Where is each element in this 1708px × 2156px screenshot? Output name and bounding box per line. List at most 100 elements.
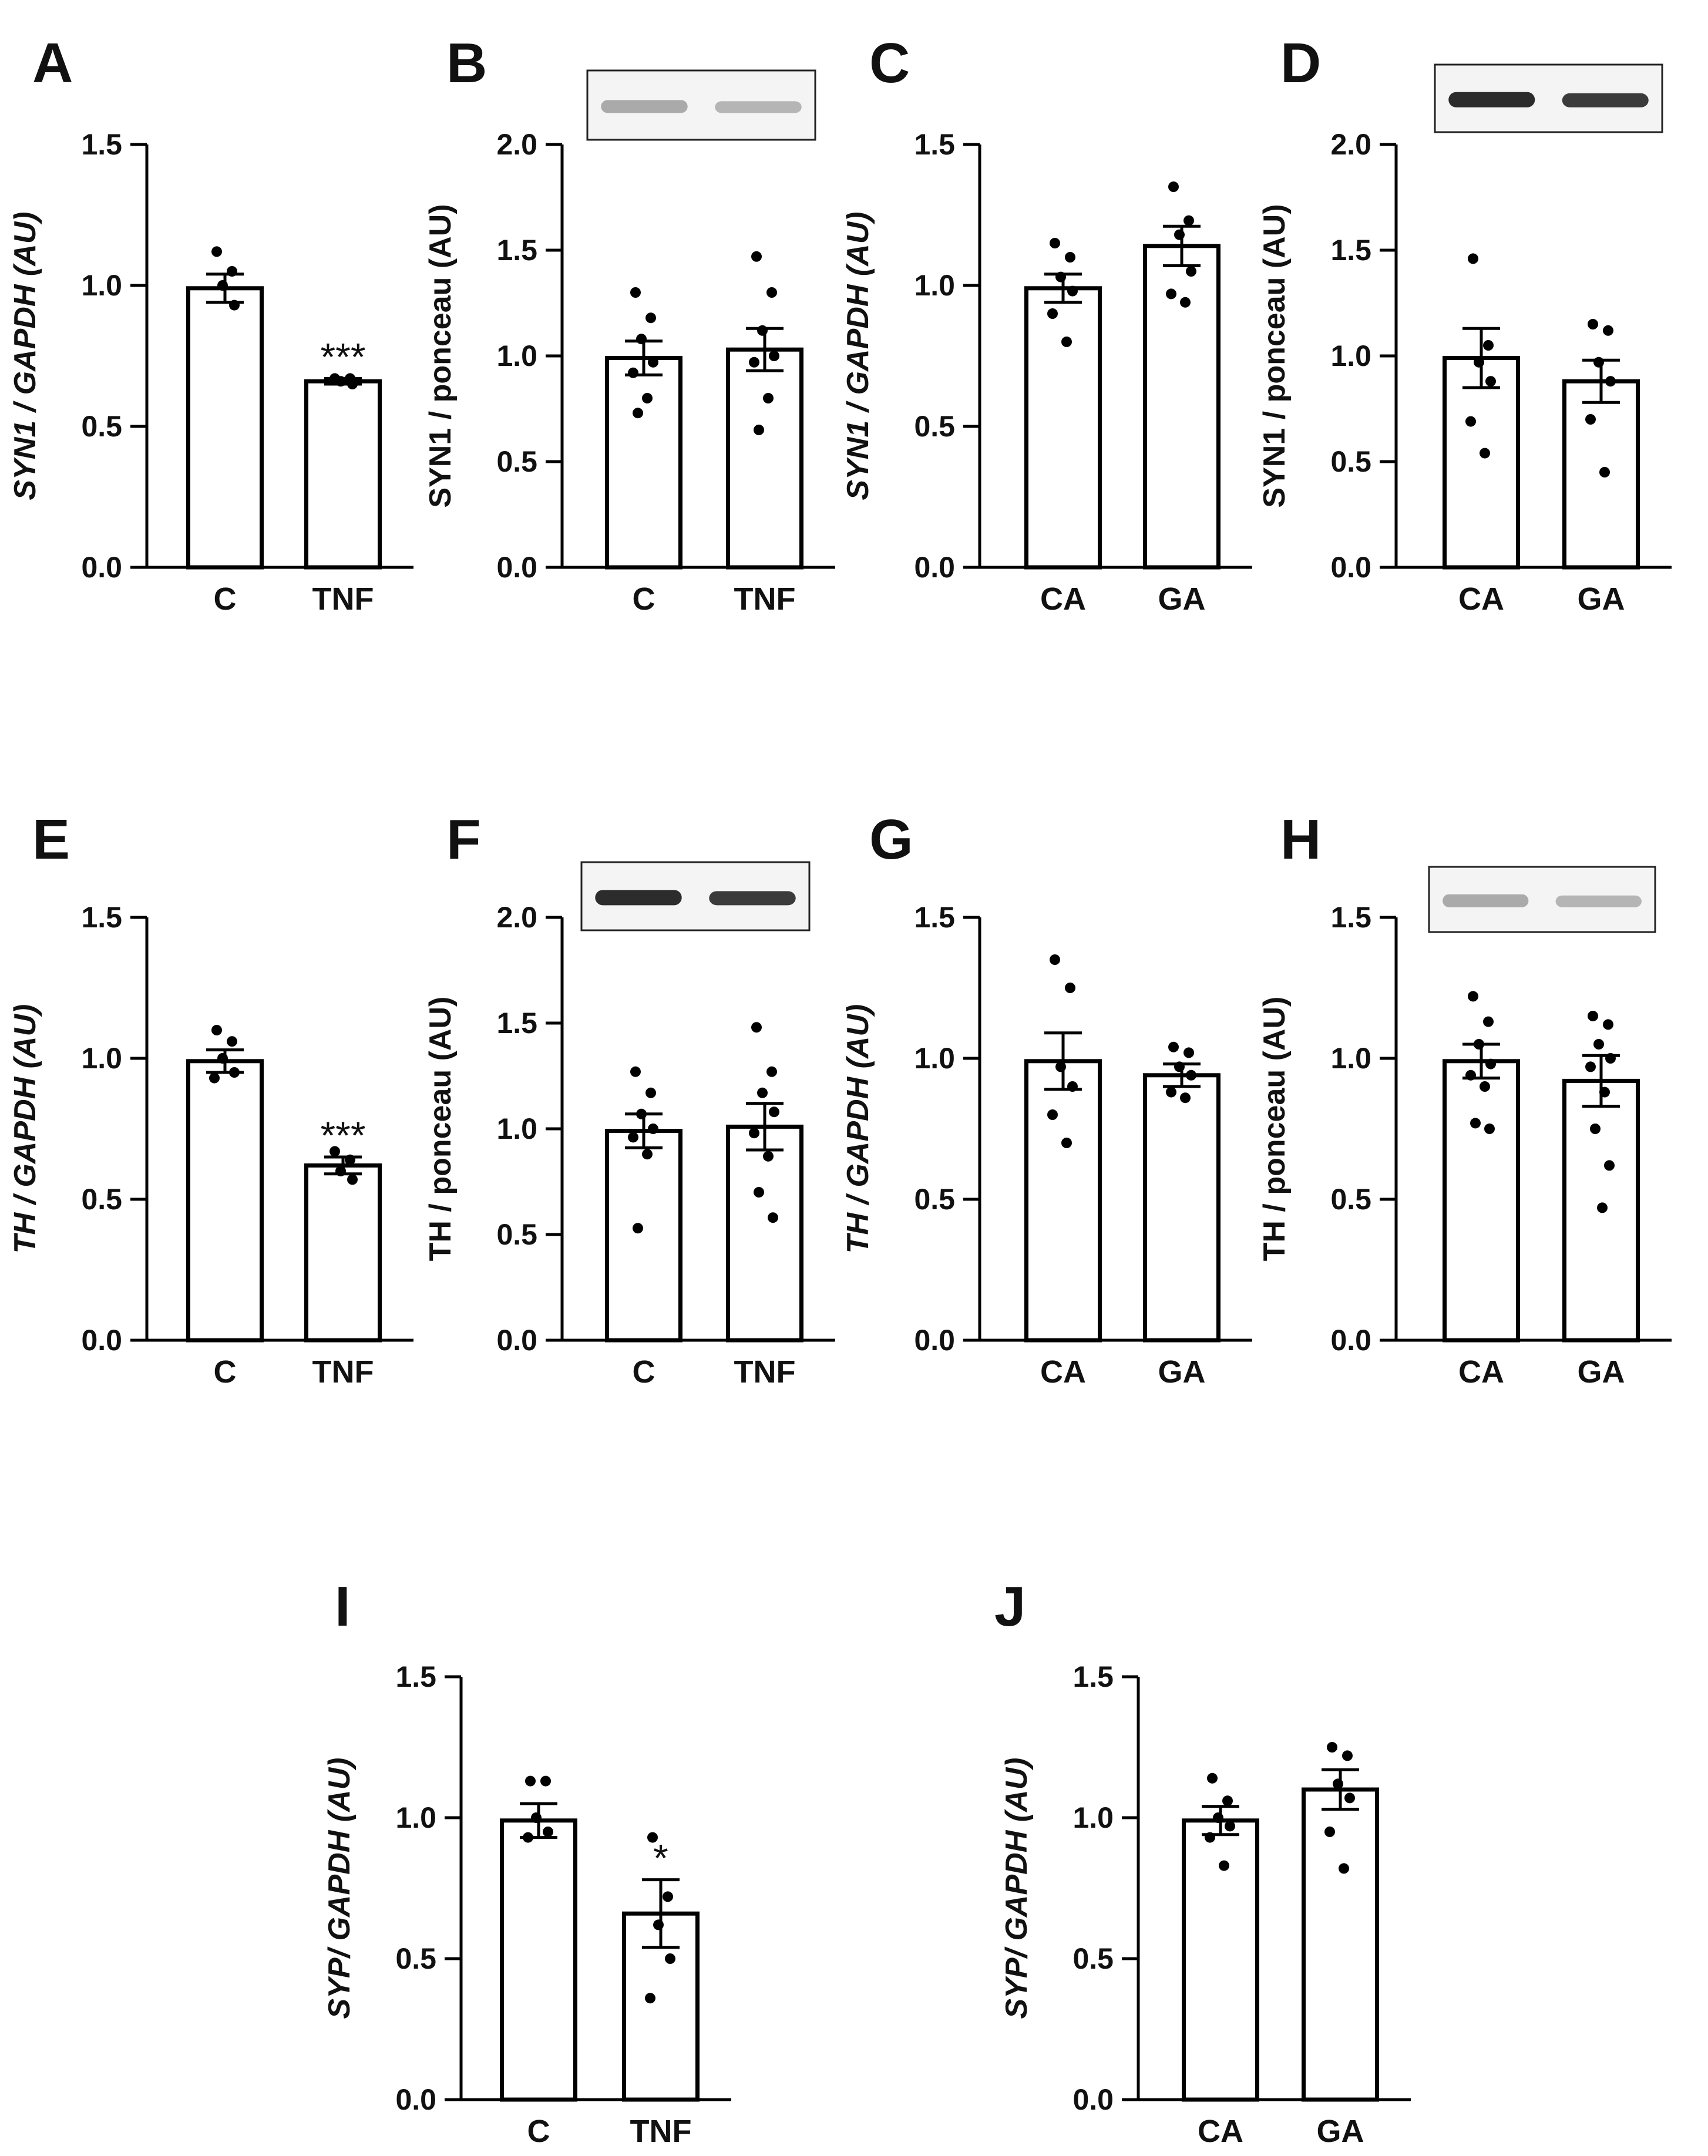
data-point — [1180, 297, 1191, 308]
y-tick-label: 1.5 — [914, 128, 955, 161]
data-point — [1593, 1039, 1604, 1050]
data-point — [1065, 983, 1075, 993]
data-point — [525, 1775, 536, 1787]
y-axis-label: TH / GAPDH (AU) — [841, 1004, 875, 1254]
data-point — [1588, 319, 1598, 329]
y-tick-label: 2.0 — [496, 128, 537, 161]
data-point — [1344, 1792, 1355, 1804]
blot-band — [1443, 894, 1529, 907]
data-point — [1067, 1081, 1078, 1092]
category-label: TNF — [630, 2114, 692, 2149]
bar-ga — [1302, 1787, 1379, 2102]
bar-ga — [1143, 1073, 1221, 1343]
y-tick-label: 0.5 — [1072, 1942, 1114, 1975]
data-point — [1465, 416, 1476, 427]
bar-ga — [1143, 244, 1221, 570]
y-tick-label: 1.0 — [1330, 339, 1371, 372]
y-tick-label: 1.5 — [1072, 1660, 1114, 1693]
y-tick-label: 1.0 — [1072, 1801, 1114, 1834]
y-axis-label: TH / ponceau (AU) — [423, 997, 458, 1262]
data-point — [1599, 467, 1610, 477]
y-tick-label: 1.0 — [496, 1112, 537, 1145]
y-tick-label: 1.0 — [1330, 1042, 1371, 1075]
data-point — [769, 351, 779, 361]
panel-letter-f: F — [446, 808, 481, 871]
category-label: CA — [1198, 2114, 1243, 2149]
y-tick-label: 0.0 — [496, 551, 537, 584]
data-point — [754, 425, 764, 435]
data-point — [1480, 448, 1490, 459]
data-point — [1184, 1047, 1194, 1058]
category-label: GA — [1578, 1354, 1625, 1390]
data-point — [628, 1132, 638, 1143]
category-label: C — [633, 581, 655, 617]
y-tick-label: 0.0 — [496, 1324, 537, 1357]
category-label: C — [527, 2114, 550, 2149]
bar-ca — [1024, 286, 1102, 570]
data-point — [227, 1036, 237, 1047]
western-blot-inset — [580, 861, 811, 931]
panel-letter-g: G — [869, 808, 913, 871]
data-point — [1055, 271, 1066, 282]
panel-letter-d: D — [1280, 32, 1321, 95]
data-point — [1168, 1041, 1179, 1052]
y-tick-label: 1.5 — [81, 128, 122, 161]
category-label: C — [214, 581, 237, 617]
data-point — [1588, 1011, 1598, 1021]
y-tick-label: 0.0 — [395, 2083, 436, 2116]
category-label: GA — [1158, 581, 1206, 617]
data-point — [1605, 1053, 1616, 1064]
data-point — [227, 266, 237, 277]
y-tick-label: 0.0 — [1330, 1324, 1371, 1357]
data-point — [1593, 356, 1604, 368]
panel-e: E 0.0 0.5 1.0 1.5 TH / GAPDH (AU) C TNF *** — [8, 808, 413, 1390]
data-point — [1468, 253, 1478, 264]
panel-i: I 0.0 0.5 1.0 1.5 SYP/ GAPDH (AU) C TNF * — [322, 1575, 731, 2149]
data-point — [1465, 1069, 1476, 1081]
data-point — [1219, 1860, 1229, 1871]
y-axis-label: SYN1 / ponceau (AU) — [423, 204, 458, 507]
y-axis-label: SYP/ GAPDH (AU) — [1000, 1758, 1034, 2019]
blot-band — [595, 890, 682, 906]
data-point — [642, 1149, 653, 1160]
blot-band — [709, 891, 796, 906]
data-point — [1225, 1821, 1235, 1832]
panel-a: A 0.0 0.5 1.0 1.5 SYN1 / GAPDH (AU) C TNF *** — [8, 32, 413, 617]
category-label: TNF — [734, 581, 796, 617]
data-point — [1605, 376, 1616, 387]
data-point — [757, 325, 768, 336]
y-tick-label: 1.5 — [914, 901, 955, 934]
y-tick-label: 0.0 — [81, 1324, 122, 1357]
data-point — [347, 379, 358, 389]
data-point — [229, 1067, 240, 1078]
panel-g: G 0.0 0.5 1.0 1.5 TH / GAPDH (AU) CA GA — [841, 808, 1252, 1390]
data-point — [335, 1166, 346, 1176]
data-point — [1597, 1202, 1608, 1213]
data-point — [749, 1128, 759, 1139]
category-label: TNF — [734, 1354, 796, 1390]
panel-letter-h: H — [1280, 808, 1321, 871]
data-point — [763, 393, 774, 403]
data-point — [1468, 991, 1478, 1002]
panel-h: H 0.0 0.5 1.0 1.5 TH / ponceau (AU) CA GA — [1258, 808, 1672, 1390]
data-point — [1324, 1827, 1335, 1837]
y-tick-label: 0.5 — [496, 445, 537, 478]
blot-band — [715, 101, 802, 113]
data-point — [1585, 414, 1596, 425]
bar-ca — [1443, 1059, 1520, 1343]
data-point — [1047, 1109, 1058, 1120]
data-point — [217, 1053, 228, 1064]
data-point — [1050, 238, 1060, 248]
data-point — [1603, 1019, 1613, 1030]
category-label: GA — [1158, 1354, 1206, 1390]
data-point — [1474, 1039, 1484, 1050]
data-point — [768, 1212, 778, 1223]
data-point — [642, 393, 653, 403]
bar-ga — [1562, 379, 1640, 570]
data-point — [766, 287, 777, 298]
data-point — [1585, 1061, 1596, 1072]
y-tick-label: 0.5 — [81, 410, 122, 443]
data-point — [1061, 337, 1072, 347]
category-label: CA — [1040, 1354, 1086, 1390]
data-point — [1184, 215, 1194, 226]
